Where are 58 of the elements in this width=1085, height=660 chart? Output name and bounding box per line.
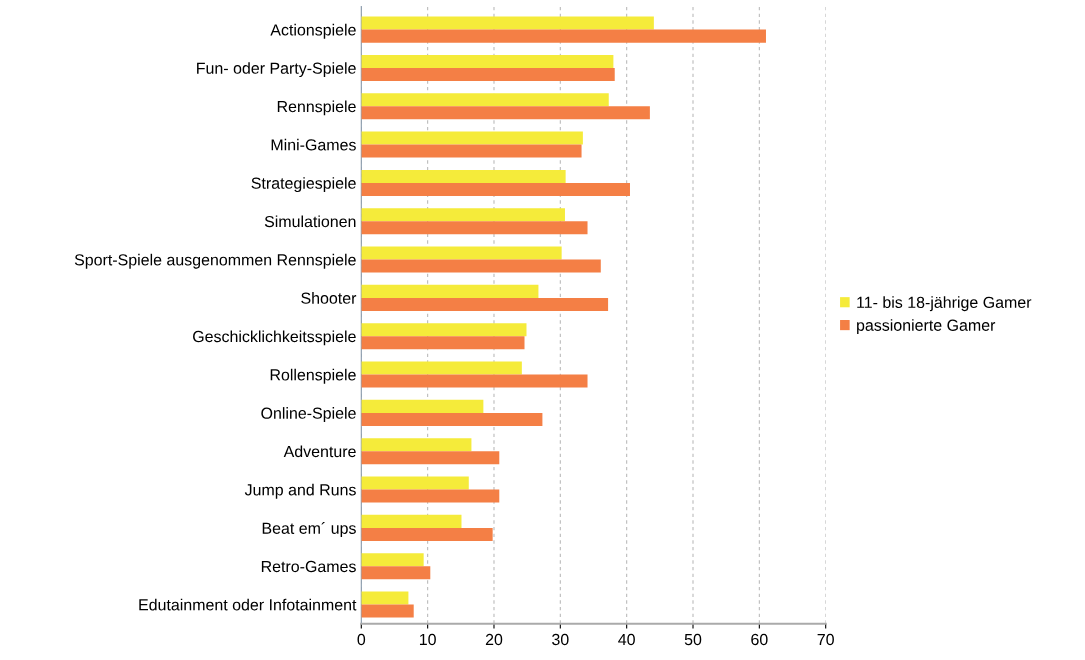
legend-label: 11- bis 18-jährige Gamer [857,296,1032,312]
x-tick-label: 40 [618,633,635,646]
bar [361,131,583,145]
bar [361,399,484,413]
bar [361,297,609,311]
x-tick-label: 0 [357,633,366,646]
x-tick-label: 70 [817,633,834,646]
bar [361,144,582,158]
bar [361,29,766,43]
bar [361,16,654,30]
bar [361,284,539,298]
y-tick-label: Sport-Spiele ausgenommen Rennspiele [74,253,356,269]
bar [361,566,431,580]
bar [361,208,565,222]
bar [361,438,472,452]
x-tick-label: 30 [552,633,569,646]
bar [361,336,525,350]
bar [361,246,562,260]
y-tick-label: Edutainment oder Infotainment [139,598,357,611]
bar [361,514,462,528]
y-tick-label: Actionspiele [270,23,356,39]
y-tick-label: Beat em´ ups [262,522,356,538]
bar [361,412,543,426]
y-tick-label: Retro-Games [261,560,356,573]
y-tick-label: Simulationen [264,215,356,228]
y-tick-label: Geschicklichkeitsspiele [193,330,356,346]
bar [361,553,424,567]
bar [361,182,630,196]
y-tick-label: Rennspiele [277,100,356,116]
bar [361,106,650,120]
bar [361,451,500,465]
x-tick-label: 60 [751,633,768,646]
legend-label: passionierte Gamer [857,319,996,335]
bar [361,67,615,81]
y-tick-label: Strategiespiele [251,177,356,193]
bar [361,527,493,541]
y-tick-label: Rollenspiele [270,368,356,384]
bar [361,323,527,337]
bar [361,93,609,107]
x-tick-label: 10 [419,633,436,646]
bar [361,489,500,503]
bar [361,169,566,183]
bar [361,361,522,375]
y-tick-label: Online-Spiele [261,407,356,422]
bar [361,591,409,605]
bar [361,259,601,273]
bar [361,221,588,235]
x-tick-label: 20 [485,633,503,646]
bar [361,476,469,490]
y-tick-label: Shooter [301,292,357,304]
x-tick-label: 50 [684,633,702,646]
bar [361,374,588,388]
y-tick-label: Fun- oder Party-Spiele [197,62,356,78]
y-tick-label: Mini-Games [271,138,356,151]
y-tick-label: Jump and Runs [244,483,356,499]
bar [361,604,414,618]
y-tick-label: Adventure [283,445,356,458]
bar [361,54,614,68]
